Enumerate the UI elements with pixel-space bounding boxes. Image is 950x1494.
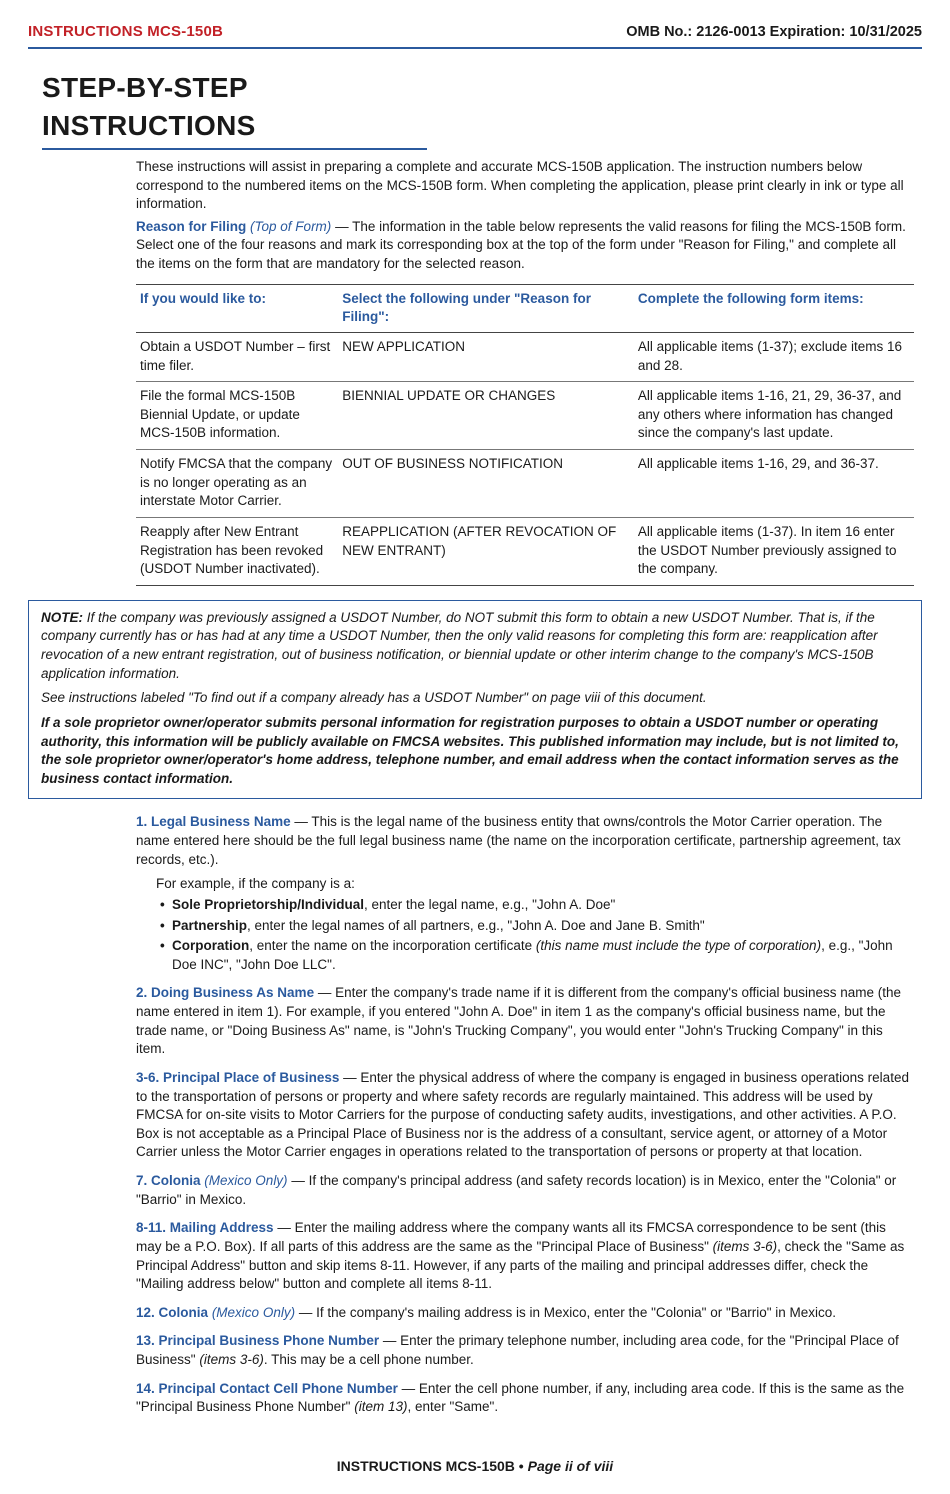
footer-page: Page ii of viii — [528, 1458, 614, 1474]
item-italic: (Mexico Only) — [204, 1173, 287, 1188]
item-num: 8-11. — [136, 1220, 166, 1235]
table-cell: REAPPLICATION (AFTER REVOCATION OF NEW E… — [338, 517, 634, 585]
item-num: 2. — [136, 985, 147, 1000]
dash: — — [339, 1070, 360, 1085]
bullet-italic: (this name must include the type of corp… — [536, 938, 821, 953]
dash: — — [291, 814, 312, 829]
header-left-label: INSTRUCTIONS MCS-150B — [28, 22, 223, 43]
note-p2: See instructions labeled "To find out if… — [41, 689, 909, 708]
item-1: 1. Legal Business Name — This is the leg… — [136, 813, 914, 974]
bullet: Sole Proprietorship/Individual, enter th… — [172, 896, 914, 915]
dash: — — [274, 1220, 295, 1235]
note-p3: If a sole proprietor owner/operator subm… — [41, 714, 909, 789]
reason-filing-label: Reason for Filing — [136, 219, 246, 234]
bullet-strong: Partnership — [172, 918, 247, 933]
note-text-1: If the company was previously assigned a… — [41, 610, 878, 681]
note-box: NOTE: If the company was previously assi… — [28, 600, 922, 800]
table-header-row: If you would like to: Select the followi… — [136, 284, 914, 332]
table-row: Notify FMCSA that the company is no long… — [136, 450, 914, 518]
dash: — — [295, 1305, 316, 1320]
item-title: Legal Business Name — [151, 814, 291, 829]
dash: — — [288, 1173, 309, 1188]
item-title: Principal Business Phone Number — [159, 1333, 380, 1348]
bullet-text: , enter the legal names of all partners,… — [247, 918, 705, 933]
table-cell: All applicable items (1-37). In item 16 … — [634, 517, 914, 585]
item-title: Principal Contact Cell Phone Number — [159, 1381, 398, 1396]
bullet: Corporation, enter the name on the incor… — [172, 937, 914, 974]
table-header-c3: Complete the following form items: — [634, 284, 914, 332]
table-cell: Obtain a USDOT Number – first time filer… — [136, 332, 338, 381]
items-list: 1. Legal Business Name — This is the leg… — [136, 813, 914, 1417]
item-8-11: 8-11. Mailing Address — Enter the mailin… — [136, 1219, 914, 1294]
item-italic: (items 3-6) — [713, 1239, 778, 1254]
table-cell: Notify FMCSA that the company is no long… — [136, 450, 338, 518]
item-num: 13. — [136, 1333, 155, 1348]
bullet-text: , enter the legal name, e.g., "John A. D… — [364, 897, 615, 912]
item-bullets: Sole Proprietorship/Individual, enter th… — [172, 896, 914, 975]
bullet: Partnership, enter the legal names of al… — [172, 917, 914, 936]
item-italic: (items 3-6) — [199, 1352, 264, 1367]
item-num: 1. — [136, 814, 147, 829]
item-num: 3-6. — [136, 1070, 159, 1085]
table-row: Obtain a USDOT Number – first time filer… — [136, 332, 914, 381]
table-header-c2: Select the following under "Reason for F… — [338, 284, 634, 332]
item-3-6: 3-6. Principal Place of Business — Enter… — [136, 1069, 914, 1162]
page-footer: INSTRUCTIONS MCS-150B • Page ii of viii — [28, 1457, 922, 1476]
item-7: 7. Colonia (Mexico Only) — If the compan… — [136, 1172, 914, 1209]
bullet-strong: Sole Proprietorship/Individual — [172, 897, 364, 912]
dash: — — [314, 985, 335, 1000]
header-right-label: OMB No.: 2126-0013 Expiration: 10/31/202… — [626, 22, 922, 42]
page-header: INSTRUCTIONS MCS-150B OMB No.: 2126-0013… — [28, 22, 922, 49]
item-2: 2. Doing Business As Name — Enter the co… — [136, 984, 914, 1059]
dash: — — [331, 219, 352, 234]
item-text: , enter "Same". — [407, 1399, 498, 1414]
item-title: Principal Place of Business — [163, 1070, 339, 1085]
item-text: . This may be a cell phone number. — [264, 1352, 474, 1367]
item-title: Colonia — [151, 1173, 201, 1188]
table-cell: OUT OF BUSINESS NOTIFICATION — [338, 450, 634, 518]
item-text: If the company's mailing address is in M… — [316, 1305, 836, 1320]
intro-paragraph-2: Reason for Filing (Top of Form) — The in… — [136, 218, 914, 274]
intro-block: These instructions will assist in prepar… — [136, 158, 914, 586]
table-cell: NEW APPLICATION — [338, 332, 634, 381]
bullet-strong: Corporation — [172, 938, 249, 953]
reason-filing-italic: (Top of Form) — [250, 219, 331, 234]
item-12: 12. Colonia (Mexico Only) — If the compa… — [136, 1304, 914, 1323]
dash: — — [398, 1381, 419, 1396]
table-row: Reapply after New Entrant Registration h… — [136, 517, 914, 585]
item-num: 7. — [136, 1173, 147, 1188]
table-cell: All applicable items 1-16, 29, and 36-37… — [634, 450, 914, 518]
item-14: 14. Principal Contact Cell Phone Number … — [136, 1380, 914, 1417]
table-cell: Reapply after New Entrant Registration h… — [136, 517, 338, 585]
item-italic: (item 13) — [354, 1399, 407, 1414]
bullet-text: , enter the name on the incorporation ce… — [249, 938, 536, 953]
item-title: Doing Business As Name — [151, 985, 314, 1000]
footer-dot: • — [515, 1458, 528, 1474]
table-cell: All applicable items 1-16, 21, 29, 36-37… — [634, 382, 914, 450]
item-num: 14. — [136, 1381, 155, 1396]
table-cell: All applicable items (1-37); exclude ite… — [634, 332, 914, 381]
table-cell: BIENNIAL UPDATE OR CHANGES — [338, 382, 634, 450]
note-label: NOTE: — [41, 610, 83, 625]
item-num: 12. — [136, 1305, 155, 1320]
item-example-intro: For example, if the company is a: — [156, 875, 914, 894]
table-cell: File the formal MCS-150B Biennial Update… — [136, 382, 338, 450]
table-header-c1: If you would like to: — [136, 284, 338, 332]
intro-paragraph-1: These instructions will assist in prepar… — [136, 158, 914, 214]
item-title: Mailing Address — [170, 1220, 274, 1235]
item-title: Colonia — [159, 1305, 209, 1320]
dash: — — [379, 1333, 400, 1348]
item-13: 13. Principal Business Phone Number — En… — [136, 1332, 914, 1369]
reason-table: If you would like to: Select the followi… — [136, 284, 914, 586]
page-title: STEP-BY-STEP INSTRUCTIONS — [42, 69, 427, 150]
table-row: File the formal MCS-150B Biennial Update… — [136, 382, 914, 450]
note-p1: NOTE: If the company was previously assi… — [41, 609, 909, 684]
item-italic: (Mexico Only) — [212, 1305, 295, 1320]
footer-left: INSTRUCTIONS MCS-150B — [337, 1458, 515, 1474]
